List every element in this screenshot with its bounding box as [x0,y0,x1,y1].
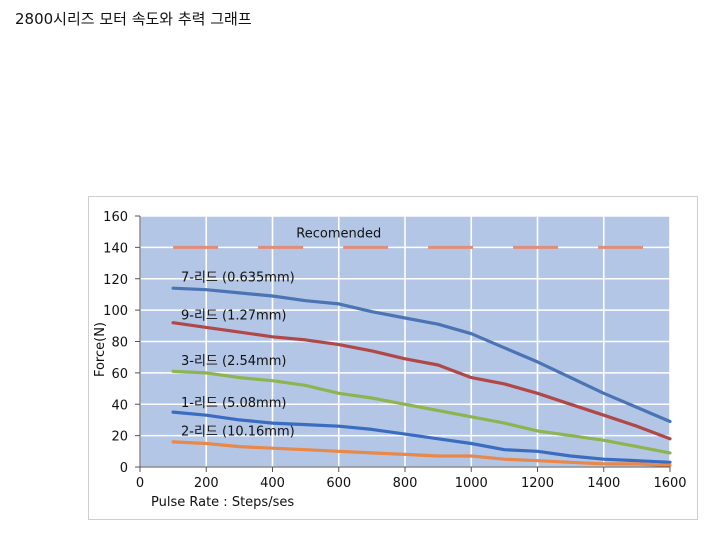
series-line-1 [171,286,672,424]
y-tick-label: 40 [111,398,128,413]
series-label-5: 2-리드 (10.16mm) [181,424,295,439]
page-title: 2800시리즈 모터 속도와 추력 그래프 [15,10,252,28]
y-tick-label: 0 [120,461,128,476]
x-tick-label: 1600 [653,476,686,491]
series-label-1: 7-리드 (0.635mm) [181,271,295,286]
y-tick-label: 140 [103,241,128,256]
y-tick-label: 160 [103,210,128,225]
y-axis-label: Force(N) [93,322,108,377]
series-label-3: 3-리드 (2.54mm) [181,354,286,369]
y-tick-label: 20 [111,430,128,445]
series-label-2: 9-리드 (1.27mm) [181,308,286,323]
y-tick-label: 60 [111,367,128,382]
x-tick-label: 200 [194,476,219,491]
x-tick-label: 400 [260,476,285,491]
series-group: 7-리드 (0.635mm) 9-리드 (1.27mm) 3-리드 (2.54mm)… [171,271,672,467]
grid-lines [139,215,671,468]
series-line-3 [171,369,672,455]
series-line-2 [171,321,672,441]
x-tick-label: 1000 [455,476,488,491]
x-tick-label: 800 [393,476,418,491]
series-line-5 [171,440,672,467]
x-tick-label: 600 [326,476,351,491]
series-line-4 [171,410,672,464]
y-tick-label: 100 [103,304,128,319]
x-tick-label: 0 [136,476,144,491]
y-tick-label: 80 [111,336,128,351]
y-tick-label: 120 [103,273,128,288]
recommended-label: Recomended [296,226,381,241]
x-tick-label: 1200 [521,476,554,491]
series-label-4: 1-리드 (5.08mm) [181,396,286,411]
x-tick-label: 1400 [587,476,620,491]
x-axis-label: Pulse Rate : Steps/ses [151,495,294,510]
